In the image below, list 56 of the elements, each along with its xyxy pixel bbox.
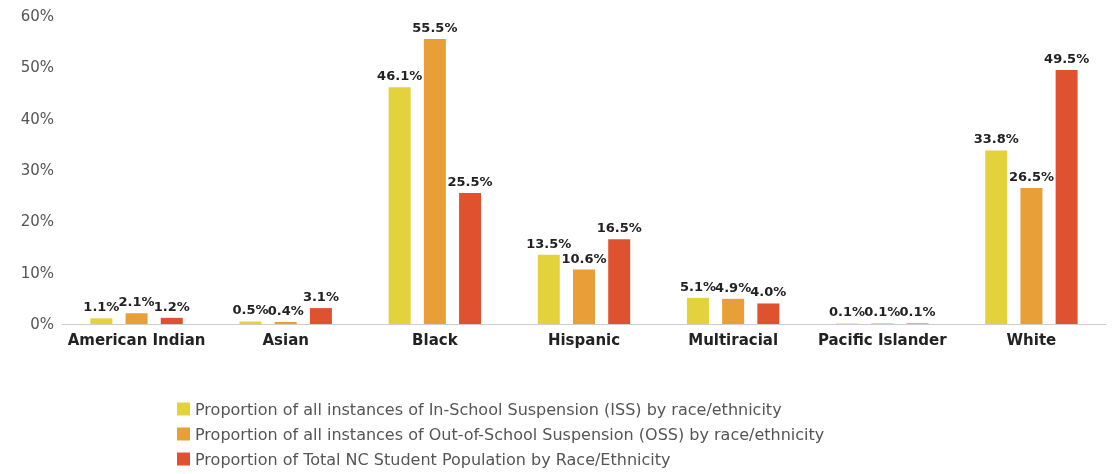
x-tick-label: Multiracial — [688, 330, 779, 349]
x-tick-label: White — [1006, 330, 1057, 349]
legend-label: Proportion of all instances of In-School Suspension (ISS) by race/ethnicity — [195, 399, 782, 419]
data-label: 46.1% — [377, 68, 423, 84]
bar — [309, 308, 332, 324]
data-label: 0.1% — [829, 304, 866, 320]
x-tick-label: Pacific Islander — [817, 330, 948, 349]
data-label: 3.1% — [302, 289, 339, 305]
x-tick-label: Asian — [262, 330, 309, 349]
data-label: 25.5% — [447, 174, 493, 190]
y-tick-label: 20% — [20, 212, 54, 231]
bar — [573, 269, 595, 324]
data-label: 4.9% — [715, 279, 752, 295]
bar — [537, 254, 560, 324]
data-label: 26.5% — [1008, 168, 1054, 184]
bar — [722, 298, 745, 324]
bar — [459, 193, 482, 324]
data-label: 0.5% — [232, 302, 269, 318]
data-label: 13.5% — [526, 235, 572, 251]
legend-label: Proportion of Total NC Student Population by Race/Ethnicity — [195, 449, 671, 469]
bar — [757, 303, 780, 324]
bar — [90, 318, 113, 324]
data-label: 1.1% — [83, 299, 120, 315]
y-tick-label: 60% — [20, 7, 54, 25]
x-tick-label: Black — [412, 330, 459, 349]
data-label: 0.4% — [267, 302, 304, 318]
data-label: 55.5% — [412, 20, 458, 36]
bar — [160, 317, 183, 324]
bar — [686, 297, 709, 324]
y-tick-label: 0% — [30, 315, 54, 333]
bar — [1020, 187, 1043, 324]
data-label: 5.1% — [679, 278, 716, 294]
bar — [239, 321, 262, 324]
data-label: 16.5% — [596, 220, 642, 236]
bar — [423, 39, 446, 324]
data-label: 4.0% — [750, 284, 787, 300]
y-tick-label: 50% — [20, 58, 54, 77]
legend-label: Proportion of all instances of Out-of-School Suspension (OSS) by race/ethnicity — [195, 424, 825, 444]
bar — [125, 313, 148, 324]
data-label: 0.1% — [864, 304, 901, 320]
data-label: 10.6% — [561, 250, 607, 266]
y-tick-label: 30% — [20, 161, 54, 179]
y-tick-label: 10% — [20, 263, 54, 282]
bar — [985, 150, 1008, 324]
data-label: 0.1% — [899, 304, 936, 320]
data-label: 2.1% — [118, 294, 155, 310]
x-tick-label: Hispanic — [547, 330, 621, 349]
y-tick-label: 40% — [20, 109, 54, 128]
data-label: 1.2% — [153, 298, 190, 314]
data-label: 33.8% — [973, 131, 1019, 147]
bar — [274, 321, 297, 324]
bar — [388, 87, 411, 324]
x-tick-label: American Indian — [67, 330, 206, 349]
data-label: 49.5% — [1044, 50, 1090, 66]
bar — [1055, 69, 1078, 324]
bar — [608, 239, 631, 324]
